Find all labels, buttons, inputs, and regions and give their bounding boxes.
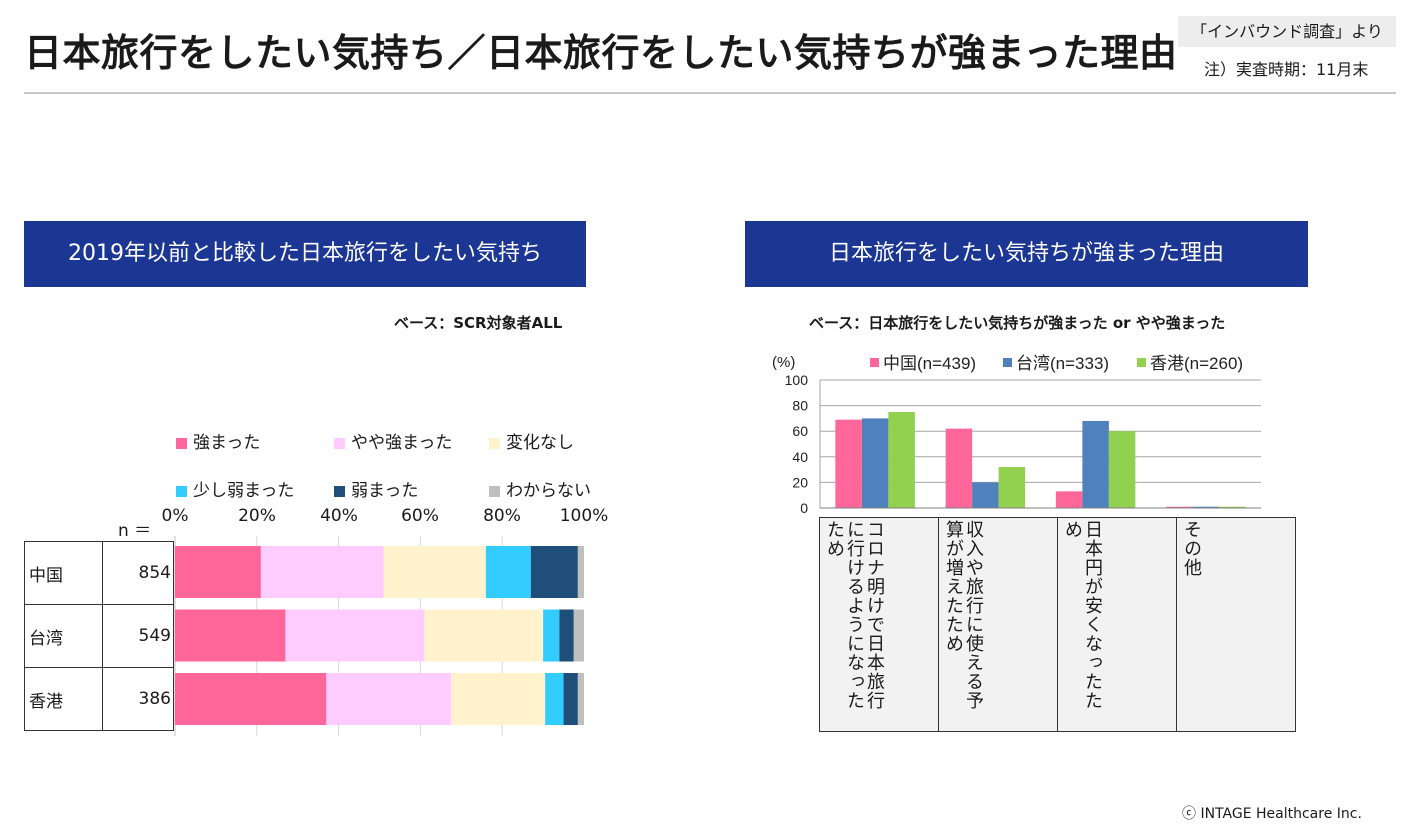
legend-swatch: [334, 438, 345, 449]
country-cell: 香港: [24, 667, 103, 731]
country-table: 中国 854 台湾 549 香港 386: [24, 541, 174, 731]
legend-swatch: [176, 486, 187, 497]
country-cell: 中国: [24, 541, 103, 605]
bar-segment: [451, 673, 546, 725]
bar-segment: [577, 546, 584, 598]
n-cell: 549: [102, 604, 174, 668]
legend-item: 弱まった: [334, 476, 418, 501]
bar-segment: [175, 546, 261, 598]
legend-item: やや強まった: [334, 428, 452, 453]
category-cell: コロナ明けで日本旅行に行けるようになったため: [819, 517, 939, 732]
n-label: n ＝: [118, 521, 152, 541]
bar-segment: [485, 546, 531, 598]
legend-swatch: [176, 438, 187, 449]
category-cell: 収入や旅行に使える予算が増えたため: [938, 517, 1058, 732]
y-tick-label: 60: [792, 423, 808, 439]
bar-segment: [285, 609, 425, 662]
copyright: ⓒ INTAGE Healthcare Inc.: [1182, 806, 1362, 822]
bar: [888, 412, 915, 508]
bar: [861, 418, 889, 508]
n-cell: 386: [102, 667, 174, 731]
bar-segment: [545, 673, 564, 725]
left-panel-header: 2019年以前と比較した日本旅行をしたい気持ち: [24, 221, 586, 287]
n-cell: 854: [102, 541, 174, 605]
grouped-bar-chart: (%) 0 20 40 60 80 100 中国(n=439) 台湾(n=333) 香港(n=26…: [772, 354, 1261, 516]
x-tick-label: 80%: [483, 506, 521, 526]
category-label: その他: [1181, 520, 1202, 577]
y-tick-label: 0: [800, 500, 808, 516]
x-tick-label: 100%: [559, 506, 609, 526]
legend-label: 中国(n=439): [883, 354, 976, 373]
stacked-bar-chart: [174, 536, 584, 736]
category-cell: その他: [1176, 517, 1296, 732]
legend-item: 強まった: [176, 428, 260, 453]
bar: [1055, 491, 1083, 508]
bar: [835, 419, 862, 508]
bar: [1192, 506, 1220, 508]
bar-segment: [424, 609, 544, 662]
legend-label: 香港(n=260): [1150, 354, 1243, 373]
category-label: コロナ明けで日本旅行に行けるようになったため: [824, 520, 885, 710]
bar: [972, 482, 999, 508]
table-row: 香港 386: [24, 667, 174, 731]
legend-swatch: [334, 486, 345, 497]
table-row: 台湾 549: [24, 604, 174, 668]
bar-segment: [577, 673, 584, 725]
legend-swatch: [870, 358, 879, 367]
y-tick-label: 20: [792, 474, 808, 490]
bar: [1108, 431, 1136, 508]
category-label: 日本円が安くなったため: [1062, 520, 1103, 710]
legend-swatch: [489, 438, 500, 449]
bar: [945, 428, 973, 508]
bar-segment: [543, 609, 560, 662]
y-tick-label: 80: [792, 398, 808, 414]
legend-item: 変化なし: [489, 428, 574, 453]
bar: [998, 467, 1026, 508]
legend-swatch: [1003, 358, 1012, 367]
table-row: コロナ明けで日本旅行に行けるようになったため 収入や旅行に使える予算が増えたため…: [819, 517, 1296, 732]
legend-item: わからない: [489, 476, 591, 501]
category-label-table: コロナ明けで日本旅行に行けるようになったため 収入や旅行に使える予算が増えたため…: [819, 517, 1296, 732]
x-tick-label: 60%: [401, 506, 439, 526]
survey-note: 注）実査時期：11月末: [1204, 60, 1369, 79]
left-base-text: ベース：SCR対象者ALL: [394, 314, 563, 332]
x-tick-label: 20%: [238, 506, 276, 526]
page-title: 日本旅行をしたい気持ち／日本旅行をしたい気持ちが強まった理由: [24, 31, 1178, 75]
right-base-text: ベース：日本旅行をしたい気持ちが強まった or やや強まった: [809, 314, 1226, 332]
y-tick-label: 100: [785, 372, 809, 388]
bar-segment: [175, 609, 286, 662]
category-cell: 日本円が安くなったため: [1057, 517, 1177, 732]
legend-label: 台湾(n=333): [1016, 354, 1109, 373]
bar: [1219, 506, 1246, 508]
x-tick-label: 40%: [320, 506, 358, 526]
legend-swatch: [1137, 358, 1146, 367]
bar-segment: [559, 609, 574, 662]
bar-segment: [383, 546, 486, 598]
bar: [1082, 420, 1109, 508]
table-row: 中国 854: [24, 541, 174, 605]
bar-segment: [175, 673, 327, 725]
bar-segment: [260, 546, 384, 598]
bar-segment: [530, 546, 578, 598]
right-panel-header: 日本旅行をしたい気持ちが強まった理由: [745, 221, 1308, 287]
y-axis-unit: (%): [772, 354, 795, 371]
bar-segment: [573, 609, 584, 662]
x-tick-label: 0%: [161, 506, 189, 526]
source-badge: 「インバウンド調査」より: [1178, 16, 1396, 47]
category-label: 収入や旅行に使える予算が増えたため: [943, 520, 984, 710]
bar: [1166, 506, 1193, 508]
bar-segment: [563, 673, 578, 725]
country-cell: 台湾: [24, 604, 103, 668]
y-tick-label: 40: [792, 449, 808, 465]
legend-item: 少し弱まった: [176, 476, 294, 501]
bar-segment: [326, 673, 452, 725]
title-divider: [24, 92, 1396, 94]
legend-swatch: [489, 486, 500, 497]
